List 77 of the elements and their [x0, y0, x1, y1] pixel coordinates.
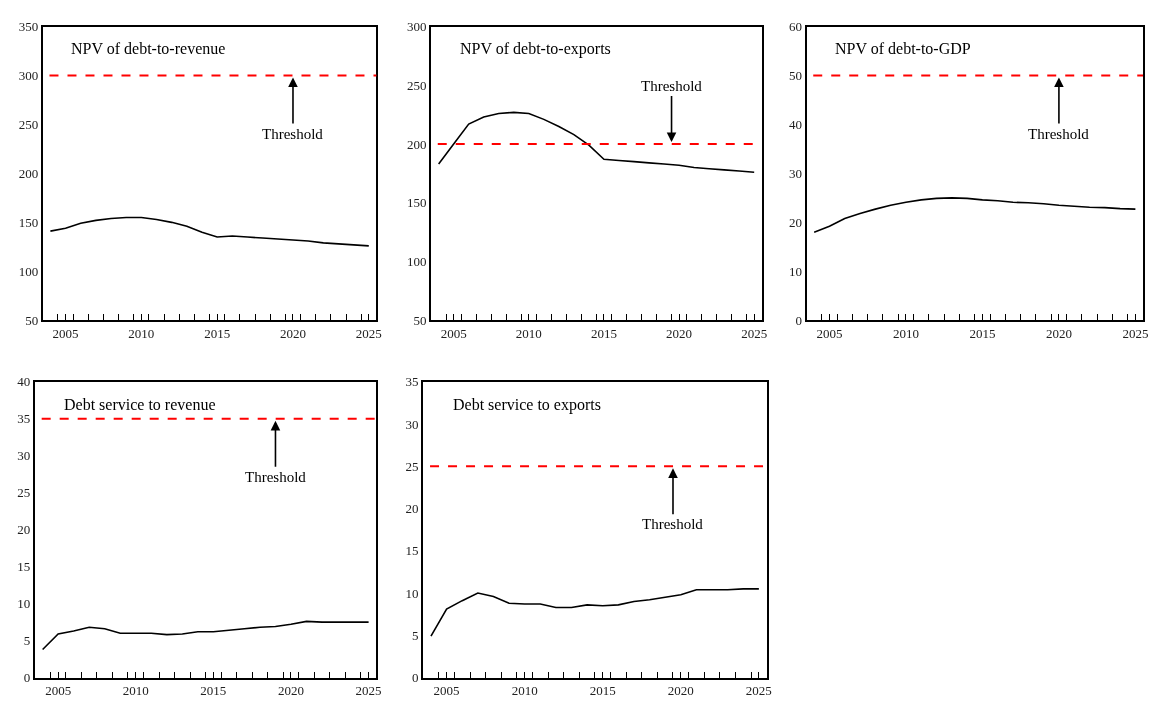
- x-tick-label: 2015: [589, 683, 616, 699]
- x-tick-label: 2005: [433, 683, 460, 699]
- y-tick-label: 5: [412, 627, 419, 643]
- y-tick-label: 0: [412, 670, 419, 686]
- text: NPV of debt-to-GDP: [835, 40, 971, 57]
- y-tick-label: 30: [788, 165, 802, 181]
- x-tick-label: 2020: [277, 683, 304, 699]
- x-tick-label: 2010: [515, 325, 542, 341]
- x-tick-label: 2010: [122, 683, 149, 699]
- y-tick-label: 300: [18, 68, 39, 84]
- text: NPV of debt-to-exports: [460, 40, 611, 58]
- y-tick-label: 0: [795, 312, 802, 328]
- x-tick-label: 2015: [590, 325, 617, 341]
- annotation: Threshold: [1028, 126, 1090, 142]
- line-series: [430, 588, 760, 637]
- x-tick-label: 2005: [45, 683, 72, 699]
- y-tick-label: 10: [788, 263, 802, 279]
- y-tick-label: 40: [788, 117, 802, 133]
- y-tick-label: 150: [407, 195, 427, 211]
- y-tick-label: 60: [788, 19, 802, 35]
- text: Debt service to exports: [453, 396, 601, 414]
- x-tick-label: 2005: [440, 325, 467, 341]
- y-tick-label: 5: [23, 633, 31, 649]
- y-tick-label: 35: [17, 411, 31, 427]
- y-tick-label: 10: [405, 585, 419, 601]
- annotation: Threshold: [245, 469, 307, 485]
- y-tick-label: 200: [18, 165, 39, 181]
- x-tick-label: 2025: [745, 683, 772, 699]
- x-tick-label: 2020: [666, 325, 693, 341]
- x-tick-label: 2020: [279, 325, 306, 341]
- y-tick-label: 15: [17, 559, 31, 575]
- line-series: [437, 111, 755, 174]
- y-tick-label: 0: [23, 670, 31, 686]
- x-tick-label: 2010: [892, 325, 919, 341]
- y-tick-label: 100: [18, 263, 39, 279]
- y-tick-label: 50: [25, 312, 39, 328]
- y-tick-label: 150: [18, 214, 39, 230]
- x-tick-label: 2025: [355, 683, 382, 699]
- x-tick-label: 2015: [969, 325, 996, 341]
- x-tick-label: 2005: [816, 325, 843, 341]
- x-tick-label: 2005: [52, 325, 79, 341]
- y-tick-label: 20: [788, 214, 802, 230]
- line-series: [41, 620, 370, 651]
- annotation: Threshold: [642, 516, 704, 532]
- x-tick-label: 2025: [1122, 325, 1149, 341]
- annotation: Threshold: [262, 126, 324, 142]
- x-tick-label: 2020: [667, 683, 694, 699]
- y-tick-label: 10: [17, 596, 31, 612]
- y-tick-label: 25: [17, 485, 31, 501]
- y-tick-label: 200: [407, 136, 427, 152]
- y-tick-label: 30: [405, 416, 419, 432]
- y-tick-label: 350: [18, 19, 39, 35]
- x-tick-label: 2025: [355, 325, 382, 341]
- y-tick-label: 300: [407, 19, 427, 35]
- y-tick-label: 30: [17, 448, 31, 464]
- text: Debt service to revenue: [64, 396, 216, 413]
- x-tick-label: 2010: [511, 683, 538, 699]
- x-tick-label: 2015: [204, 325, 231, 341]
- x-tick-label: 2010: [128, 325, 155, 341]
- y-tick-label: 100: [407, 254, 427, 270]
- text: NPV of debt-to-revenue: [71, 40, 226, 57]
- x-tick-label: 2015: [200, 683, 227, 699]
- line-series: [49, 216, 370, 247]
- y-tick-label: 50: [413, 312, 427, 328]
- y-tick-label: 25: [405, 458, 419, 474]
- y-tick-label: 250: [18, 117, 39, 133]
- y-tick-label: 20: [17, 522, 31, 538]
- line-series: [813, 197, 1137, 233]
- y-tick-label: 35: [405, 374, 419, 390]
- y-tick-label: 50: [788, 68, 802, 84]
- y-tick-label: 20: [405, 501, 419, 517]
- y-tick-label: 250: [407, 77, 427, 93]
- x-tick-label: 2020: [1045, 325, 1072, 341]
- y-tick-label: 15: [405, 543, 419, 559]
- y-tick-label: 40: [17, 374, 31, 390]
- annotation: Threshold: [641, 78, 703, 94]
- x-tick-label: 2025: [741, 325, 768, 341]
